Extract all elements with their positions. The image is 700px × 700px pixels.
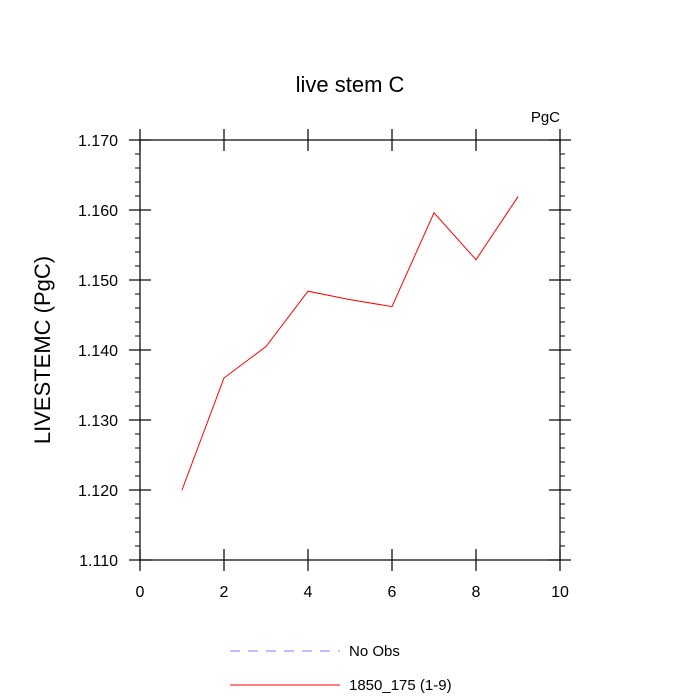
data-point [433,212,435,214]
legend-label: 1850_175 (1-9) [349,677,452,694]
data-point [517,196,519,198]
legend: No Obs 1850_175 (1-9) [230,643,452,694]
x-tick-label: 0 [136,584,145,601]
y-tick-label: 1.150 [78,273,118,290]
x-tick-label: 6 [388,584,397,601]
data-point [349,299,351,301]
y-tick-label: 1.120 [78,483,118,500]
x-tick-label: 2 [220,584,229,601]
tick-labels: 0 2 4 6 8 10 1.110 1.120 1.130 1.140 1.150 1.160 1.1… [78,133,569,601]
data-point [223,377,225,379]
y-tick-label: 1.140 [78,343,118,360]
data-point [265,346,267,347]
x-tick-label: 8 [472,584,481,601]
data-point [181,489,183,491]
data-point [307,290,309,292]
x-tick-label: 10 [551,584,569,601]
units-label: PgC [531,109,560,126]
y-tick-label: 1.170 [78,133,118,150]
tick-marks [129,129,571,571]
series-line [181,196,519,491]
data-point [475,259,477,261]
legend-label: No Obs [349,643,400,660]
y-tick-label: 1.160 [78,203,118,220]
chart-title: live stem C [296,72,405,97]
y-tick-label: 1.110 [79,553,118,570]
x-tick-label: 4 [304,584,313,601]
y-axis-label: LIVESTEMC (PgC) [30,256,55,444]
series-group [181,196,519,491]
data-point [391,306,393,308]
plot-frame [139,139,561,561]
y-tick-label: 1.130 [78,413,118,430]
